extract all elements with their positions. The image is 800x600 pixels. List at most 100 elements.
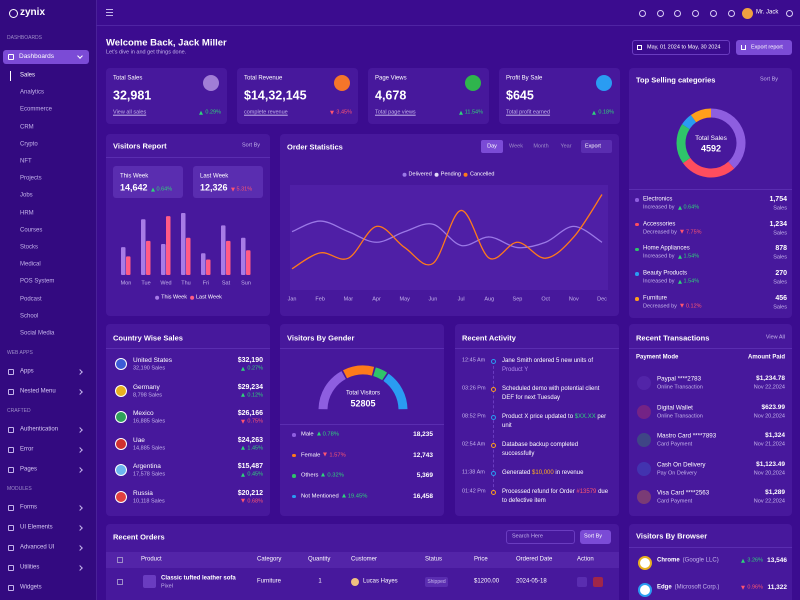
x-tick-label: Mon <box>120 280 132 287</box>
country-sales: 14,885 Sales <box>133 445 166 452</box>
sidebar-item[interactable]: Pages <box>20 466 38 473</box>
stat-value: $645 <box>506 88 534 103</box>
payment-amount: $1,123.49 <box>756 460 785 468</box>
view-all[interactable]: View All <box>765 334 785 341</box>
checkbox[interactable] <box>117 579 123 585</box>
topbar-icon <box>785 9 793 17</box>
gauge-segment <box>383 373 408 410</box>
sidebar-item[interactable]: Apps <box>20 368 34 375</box>
activity-segment: Database backup completed successfully <box>502 442 579 457</box>
activity-text: Scheduled demo with potential client DEF… <box>502 385 612 403</box>
sidebar-subitem[interactable]: CRM <box>20 124 34 130</box>
activity-text: Generated $10,000 in revenue <box>502 469 612 478</box>
tab[interactable] <box>481 140 503 153</box>
sidebar-subitem[interactable]: Sales <box>20 72 36 79</box>
sidebar-subitem[interactable]: Analytics <box>20 89 45 96</box>
gender-change: 19.45% <box>342 493 368 499</box>
action-button[interactable] <box>593 577 603 587</box>
sidebar-active-item[interactable] <box>3 50 89 64</box>
column-header: Category <box>257 556 282 563</box>
column-header: Action <box>577 556 594 563</box>
column-header: Ordered Date <box>516 556 553 563</box>
sidebar-item[interactable]: UI Elements <box>20 524 53 531</box>
divider <box>280 424 444 425</box>
payment-date: Nov 22,2024 <box>753 498 785 505</box>
activity-segment: Jane Smith ordered 5 new units of <box>502 358 594 364</box>
sidebar-subitem[interactable]: Courses <box>20 227 43 234</box>
sidebar-subitem[interactable]: Social Media <box>20 330 55 337</box>
payment-icon <box>637 461 651 476</box>
gender-dot <box>292 494 296 499</box>
sidebar-item[interactable]: Nested Menu <box>20 388 56 395</box>
sidebar-item[interactable]: Error <box>20 446 34 453</box>
sort-button[interactable] <box>580 530 611 544</box>
sidebar-subitem[interactable]: Crypto <box>20 141 38 148</box>
sidebar-subitem[interactable]: POS System <box>20 278 55 285</box>
sidebar-subitem[interactable]: Podcast <box>20 296 42 302</box>
sidebar-item[interactable]: Advanced UI <box>20 544 55 551</box>
payment-icon <box>637 433 651 447</box>
sidebar-item[interactable]: Dashboards <box>19 53 55 61</box>
gender-label: Others <box>301 472 319 479</box>
sidebar-item[interactable]: Utilities <box>20 564 40 571</box>
activity-segment: Scheduled demo with potential client DEF… <box>502 386 600 401</box>
export-button[interactable] <box>581 140 612 153</box>
x-tick-label: Jul <box>457 296 465 303</box>
sidebar-subitem[interactable]: Ecommerce <box>20 106 53 113</box>
legend-swatch <box>463 172 468 177</box>
export-button[interactable] <box>736 40 792 55</box>
date-range-box[interactable] <box>632 40 730 55</box>
trend-change: 1.54% <box>678 254 700 260</box>
logo-icon <box>8 8 18 18</box>
trend-change: 7.75% <box>680 229 702 235</box>
user-name[interactable]: Mr. Jack <box>756 9 779 16</box>
checkbox[interactable] <box>117 557 123 563</box>
sidebar-subitem[interactable]: Jobs <box>20 192 33 199</box>
action-button[interactable] <box>577 577 587 587</box>
sidebar-icon <box>8 389 14 395</box>
x-tick-label: Jan <box>287 296 297 303</box>
sidebar-subitem[interactable]: Medical <box>20 261 41 268</box>
stat-label: Page Views <box>375 75 407 82</box>
menu-toggle[interactable] <box>106 9 113 10</box>
summary-number: 12,326 <box>200 182 228 193</box>
sidebar-active-marker <box>10 71 11 81</box>
sort-button[interactable]: Sort By <box>241 142 260 149</box>
country-name: Germany <box>133 383 160 391</box>
sidebar-subitem[interactable]: School <box>20 313 39 320</box>
sidebar-item[interactable]: Widgets <box>20 584 42 591</box>
sidebar-subitem[interactable]: Projects <box>20 175 42 182</box>
activity-time: 03:26 Pm <box>462 385 486 392</box>
sidebar-subitem[interactable]: Stocks <box>20 244 39 251</box>
gender-dot <box>292 433 296 437</box>
product-name: Classic tufted leather sofa <box>161 575 236 582</box>
chart-legend: Delivered Pending Cancelled <box>402 172 498 179</box>
country-sales: 10,118 Sales <box>133 498 165 505</box>
activity-text: Database backup completed successfully <box>502 441 612 459</box>
country-amount: $20,212 <box>237 489 263 497</box>
sort-button[interactable]: Sort By <box>759 76 778 83</box>
payment-amount: $623.99 <box>761 403 786 411</box>
stat-link[interactable]: Total profit earned <box>506 109 551 116</box>
sidebar-item[interactable]: Authentication <box>20 426 59 433</box>
stat-icon <box>334 75 350 91</box>
stat-link[interactable]: complete revenue <box>244 109 288 116</box>
stat-link[interactable]: Total page views <box>375 109 416 116</box>
export-label: Export report <box>751 44 783 51</box>
avatar <box>741 7 753 19</box>
payment-date: Nov 20,2024 <box>753 413 785 420</box>
search-box[interactable] <box>506 530 575 544</box>
gender-label: Female <box>301 452 321 459</box>
gender-name: Male 0.78% <box>301 432 342 439</box>
sidebar-item[interactable]: Forms <box>20 504 37 511</box>
sidebar-subitem[interactable]: NFT <box>20 158 32 165</box>
stat-change: 0.18% <box>592 110 614 117</box>
stat-link[interactable]: View all sales <box>113 109 147 116</box>
activity-time: 01:42 Pm <box>462 488 486 495</box>
x-tick-label: Oct <box>541 296 550 303</box>
activity-highlight: Product Y <box>502 367 529 373</box>
sidebar-subitem[interactable]: HRM <box>20 210 34 216</box>
category-value: 270 <box>775 269 787 277</box>
